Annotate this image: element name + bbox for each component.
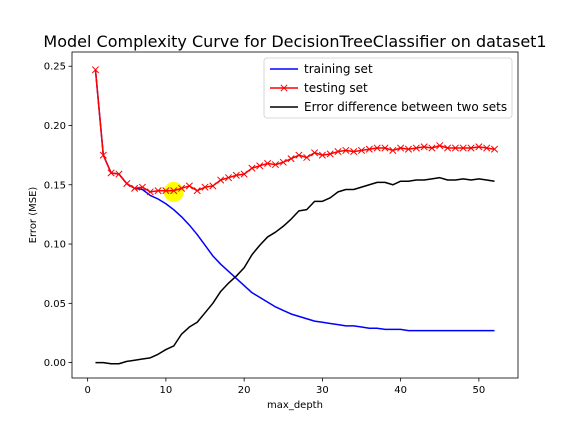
- data-point: [185, 182, 193, 190]
- data-point: [428, 144, 436, 152]
- data-point: [271, 161, 279, 169]
- data-point: [475, 143, 483, 151]
- data-point: [303, 153, 311, 162]
- data-point: [177, 184, 186, 192]
- legend: training set testing set Error difference …: [263, 57, 513, 119]
- series-line: [95, 176, 495, 365]
- data-point: [326, 150, 334, 158]
- x-axis: 0 10 20 30 40 50: [84, 378, 485, 396]
- data-point: [451, 144, 459, 152]
- data-point: [444, 144, 452, 152]
- data-point: [264, 159, 272, 167]
- data-point: [334, 148, 342, 156]
- data-point: [389, 146, 397, 154]
- data-point: [397, 144, 405, 152]
- series-layer: [91, 66, 499, 365]
- series-1: [94, 69, 495, 332]
- x-tick-label: 30: [316, 385, 329, 396]
- data-point: [232, 171, 240, 179]
- highlight-layer: [163, 181, 184, 202]
- series-line: [94, 69, 495, 193]
- data-point: [404, 145, 413, 153]
- chart-title: Model Complexity Curve for DecisionTreeC…: [43, 32, 546, 51]
- data-point: [162, 187, 170, 195]
- data-point: [154, 187, 162, 195]
- series-3: [95, 176, 495, 365]
- data-point: [193, 187, 201, 195]
- data-point: [91, 66, 100, 74]
- data-point: [365, 145, 373, 153]
- data-point: [467, 144, 475, 152]
- data-point: [490, 145, 499, 153]
- data-point: [318, 151, 326, 159]
- legend-item: Error difference between two sets: [270, 100, 507, 114]
- x-tick-label: 40: [394, 385, 407, 396]
- data-point: [217, 176, 225, 184]
- legend-label: testing set: [304, 81, 368, 95]
- data-point: [381, 144, 389, 152]
- x-axis-label: max_depth: [267, 400, 323, 411]
- legend-frame: [263, 57, 513, 119]
- data-point: [459, 144, 467, 152]
- series-2: [91, 66, 499, 196]
- legend-item: testing set: [270, 81, 368, 95]
- data-point: [123, 180, 131, 188]
- legend-label: Error difference between two sets: [304, 100, 507, 114]
- data-point: [483, 144, 491, 152]
- data-point: [240, 170, 248, 178]
- data-point: [350, 148, 358, 156]
- data-point: [131, 184, 139, 192]
- y-tick-label: 0.00: [44, 358, 66, 369]
- data-point: [248, 164, 256, 172]
- y-tick-label: 0.15: [44, 180, 66, 191]
- data-point: [256, 162, 264, 170]
- data-point: [138, 183, 146, 191]
- data-point: [170, 187, 178, 195]
- y-tick-label: 0.25: [44, 62, 66, 73]
- data-point: [209, 182, 217, 190]
- y-axis: 0.00 0.05 0.10 0.15 0.20 0.25: [44, 62, 72, 369]
- legend-item: training set: [270, 62, 373, 76]
- plot-border: [71, 51, 519, 379]
- y-axis-label: Error (MSE): [28, 187, 39, 244]
- data-point: [412, 144, 420, 152]
- y-tick-label: 0.10: [44, 240, 66, 251]
- data-point: [420, 143, 428, 151]
- x-tick-label: 50: [473, 385, 486, 396]
- data-point: [436, 142, 444, 150]
- data-point: [107, 169, 115, 177]
- data-point: [99, 151, 107, 159]
- data-point: [115, 170, 123, 178]
- data-point: [287, 155, 295, 163]
- data-point: [295, 151, 303, 159]
- data-point: [201, 183, 209, 191]
- series-line: [94, 69, 495, 332]
- y-tick-label: 0.05: [44, 299, 66, 310]
- x-tick-label: 10: [160, 385, 173, 396]
- highlight-marker: [163, 181, 184, 202]
- x-tick-label: 0: [84, 385, 90, 396]
- y-tick-label: 0.20: [44, 121, 66, 132]
- data-point: [373, 144, 381, 152]
- data-point: [357, 146, 366, 154]
- data-point: [224, 174, 233, 182]
- data-point: [342, 146, 350, 154]
- legend-label: training set: [304, 62, 373, 76]
- x-tick-label: 20: [238, 385, 251, 396]
- data-point: [146, 188, 154, 196]
- data-point: [279, 158, 287, 166]
- data-point: [311, 149, 319, 157]
